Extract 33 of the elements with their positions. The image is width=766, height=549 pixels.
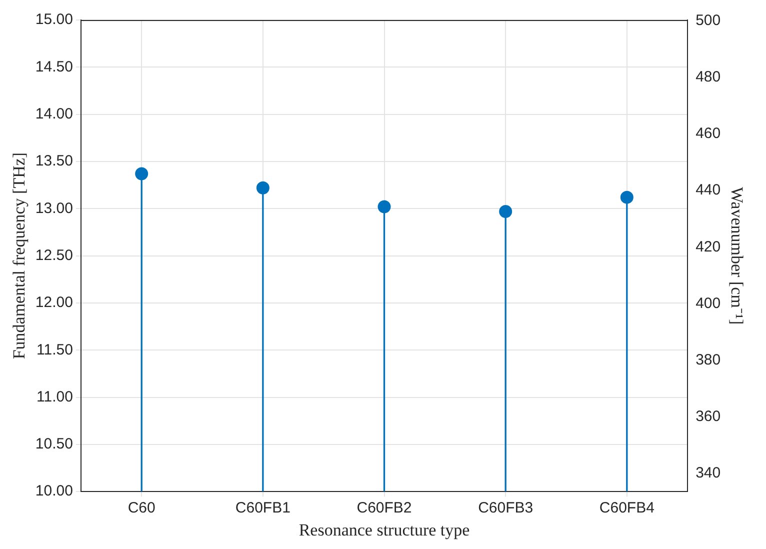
x-tick-label: C60FB3	[478, 500, 534, 517]
y2-tick-label: 500	[696, 12, 721, 29]
x-tick-label: C60FB1	[235, 500, 290, 517]
x-tick-label: C60FB4	[599, 500, 654, 517]
y-tick-label: 13.00	[35, 200, 73, 217]
x-axis-title: Resonance structure type	[298, 520, 470, 540]
y2-tick-label: 420	[696, 238, 721, 256]
y-tick-label: 14.50	[35, 58, 73, 76]
y2-tick-label: 460	[696, 125, 721, 142]
x-tick-label: C60FB2	[356, 500, 412, 517]
y2-axis-title: Wavenumber [cm⁻¹]	[727, 186, 746, 325]
y2-tick-label: 360	[696, 408, 721, 426]
y-tick-label: 12.50	[35, 246, 73, 264]
point	[499, 204, 512, 218]
y-tick-label: 10.00	[35, 482, 73, 500]
y-tick-label: 13.50	[35, 152, 73, 170]
y-tick-label: 14.00	[35, 105, 73, 122]
point	[135, 167, 148, 180]
y2-tick-label: 440	[696, 182, 721, 199]
x-tick-label: C60	[128, 500, 156, 517]
point	[378, 200, 391, 214]
y-axis-title: Fundamental frequency [THz]	[10, 152, 29, 360]
y2-tick-label: 340	[696, 464, 721, 482]
point	[256, 181, 270, 194]
y-tick-label: 10.50	[35, 436, 73, 453]
y2-tick-label: 380	[696, 351, 721, 368]
y-tick-label: 11.50	[36, 341, 73, 358]
y2-tick-label: 480	[696, 68, 721, 86]
point	[620, 190, 634, 204]
y-tick-label: 12.00	[35, 294, 73, 312]
y-tick-label: 11.00	[36, 388, 73, 406]
y-tick-label: 15.00	[35, 11, 73, 28]
y2-tick-label: 400	[696, 294, 721, 312]
